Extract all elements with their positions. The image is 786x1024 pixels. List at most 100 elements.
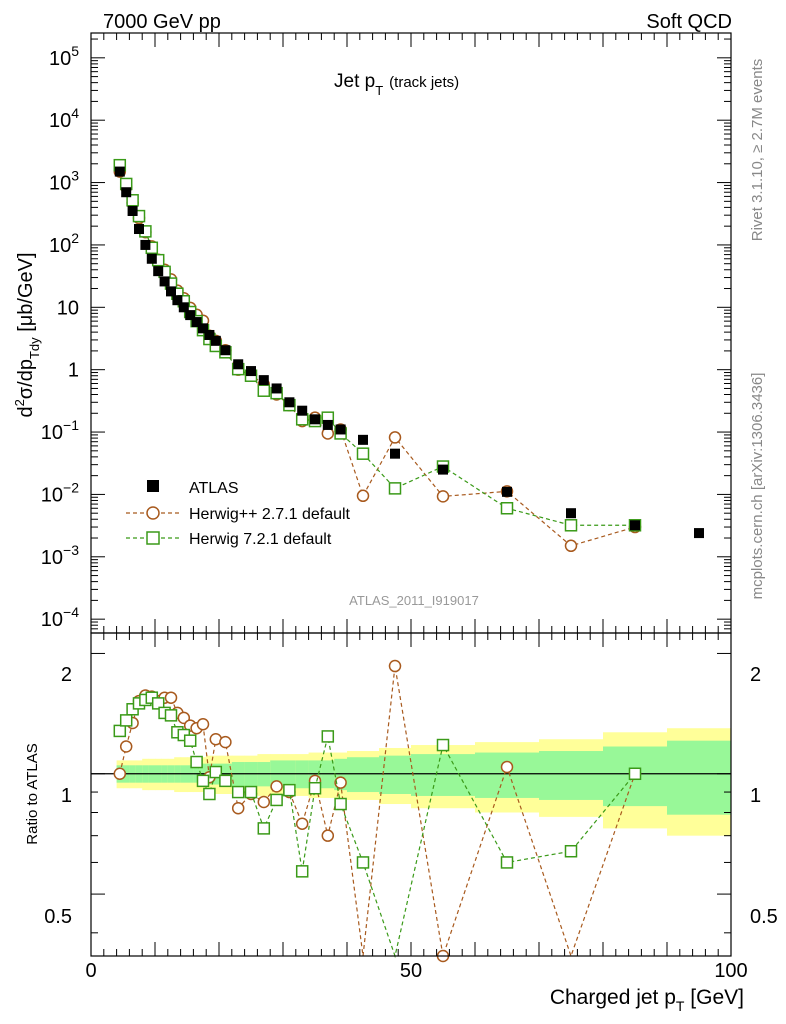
main-point-atlas xyxy=(502,486,512,497)
ratio-point-herwig7 xyxy=(183,734,197,747)
ratio-panel: 0.5 1 2 0.5 1 2 0 50 100 Ratio to ATLAS … xyxy=(24,632,778,1014)
analysis-watermark: ATLAS_2011_I919017 xyxy=(349,593,479,608)
ratio-band-inner xyxy=(539,751,604,800)
main-point-atlas xyxy=(233,359,244,370)
ratio-point-herwig7 xyxy=(209,765,223,779)
main-series xyxy=(113,158,704,553)
ratio-point-herwig7 xyxy=(321,730,335,743)
ratio-point-herwig7 xyxy=(190,755,203,769)
ratio-point-herwig7 xyxy=(203,787,216,801)
ratio-point-herwigpp xyxy=(321,829,335,842)
xtick-label-50: 50 xyxy=(400,960,422,982)
ratio-point-herwig7 xyxy=(564,844,578,858)
xtick-label-0: 0 xyxy=(85,960,96,982)
main-ytick-label: 1 xyxy=(68,360,79,382)
main-point-herwigpp xyxy=(564,539,578,553)
main-panel: 10−4 10−3 10−2 10−1 1 10 102 103 104 105 Jet pT (t… xyxy=(12,32,732,634)
main-point-atlas xyxy=(134,224,144,235)
ratio-point-herwigpp xyxy=(219,735,232,749)
ratio-point-herwigpp xyxy=(500,760,514,774)
ratio-point-herwig7 xyxy=(113,724,127,738)
ratio-point-herwig7 xyxy=(231,785,245,799)
main-point-herwig7 xyxy=(356,447,370,460)
main-ytick-label: 102 xyxy=(49,230,79,257)
main-title-sub: T xyxy=(375,83,383,98)
ratio-point-herwig7 xyxy=(295,865,309,878)
ratio-y-ticks xyxy=(91,652,731,934)
ylabel-part-d: Tdy xyxy=(27,337,42,359)
ratio-ytick-label-1-left: 1 xyxy=(61,785,72,807)
header-left: 7000 GeV pp xyxy=(103,11,221,33)
main-point-atlas xyxy=(358,434,368,445)
ratio-point-herwig7 xyxy=(244,785,258,799)
main-point-atlas xyxy=(246,366,256,377)
legend-atlas-label: ATLAS xyxy=(189,480,239,497)
ratio-series xyxy=(113,659,642,963)
main-point-atlas xyxy=(694,528,704,539)
main-title: Jet pT (track jets) xyxy=(334,71,459,98)
main-point-atlas xyxy=(258,375,269,386)
main-point-atlas xyxy=(204,329,215,340)
main-x-ticks xyxy=(90,33,732,633)
ratio-point-herwigpp xyxy=(334,776,347,789)
main-ytick-label: 10−2 xyxy=(41,479,79,506)
main-point-atlas xyxy=(146,253,157,264)
main-point-atlas xyxy=(127,206,138,217)
xlabel-part-b: T xyxy=(676,998,685,1014)
ratio-ytick-label-0.5-right: 0.5 xyxy=(750,906,778,928)
main-ytick-label: 10−3 xyxy=(41,542,79,569)
ratio-band-inner xyxy=(667,740,732,815)
main-point-atlas xyxy=(310,414,320,425)
ratio-point-herwig7 xyxy=(334,797,347,811)
main-point-atlas xyxy=(185,310,196,321)
ratio-point-herwig7 xyxy=(356,856,370,869)
ratio-point-herwig7 xyxy=(219,774,232,788)
rivet-label: Rivet 3.1.10, ≥ 2.7M events xyxy=(749,59,766,242)
ratio-point-herwig7 xyxy=(500,856,514,869)
main-point-atlas xyxy=(114,166,125,177)
ratio-band-inner xyxy=(347,757,380,793)
main-point-herwig7 xyxy=(564,519,578,532)
ratio-band-inner xyxy=(475,752,540,798)
main-point-atlas xyxy=(140,239,151,250)
main-point-atlas xyxy=(390,448,400,459)
xtick-label-100: 100 xyxy=(714,960,747,982)
main-y-ticks: 10−4 10−3 10−2 10−1 1 10 102 103 104 105 xyxy=(41,38,731,634)
xlabel-part-a: Charged jet p xyxy=(550,986,676,1009)
main-title-suffix: (track jets) xyxy=(389,74,459,91)
ratio-point-herwig7 xyxy=(283,783,296,797)
ratio-point-herwig7 xyxy=(628,767,642,781)
main-point-atlas xyxy=(297,405,308,416)
ratio-plot-frame xyxy=(90,632,732,957)
main-point-herwig7 xyxy=(500,502,514,515)
header-right: Soft QCD xyxy=(646,11,732,33)
ratio-point-herwigpp xyxy=(270,780,283,793)
x-axis-label: Charged jet pT [GeV] xyxy=(550,986,744,1014)
main-ytick-label: 105 xyxy=(49,43,79,70)
main-point-atlas xyxy=(198,323,208,334)
ratio-ytick-label-2-left: 2 xyxy=(61,664,72,686)
main-point-atlas xyxy=(630,520,640,531)
main-point-atlas xyxy=(191,317,202,328)
main-point-atlas xyxy=(335,424,346,435)
main-plot-frame xyxy=(90,32,732,634)
ratio-point-herwig7 xyxy=(119,714,133,727)
legend: ATLAS Herwig++ 2.7.1 default Herwig 7.2.… xyxy=(126,480,351,548)
ratio-ytick-label-1-right: 1 xyxy=(750,785,761,807)
mcplots-label: mcplots.cern.ch [arXiv:1306.3436] xyxy=(749,373,766,600)
main-ytick-label: 104 xyxy=(49,105,79,132)
main-point-atlas xyxy=(166,286,176,297)
main-point-herwig7 xyxy=(257,384,271,397)
ratio-point-herwigpp xyxy=(164,691,178,704)
ratio-point-herwig7 xyxy=(257,822,271,835)
legend-herwig7-label: Herwig 7.2.1 default xyxy=(189,531,332,548)
main-point-atlas xyxy=(271,383,282,394)
ratio-point-herwig7 xyxy=(436,738,450,752)
main-point-atlas xyxy=(566,508,576,519)
main-point-herwigpp xyxy=(436,490,450,503)
main-ytick-label: 10 xyxy=(57,297,79,319)
main-point-atlas xyxy=(172,295,183,306)
ylabel-part-c: σ/dp xyxy=(15,359,37,399)
main-ytick-label: 103 xyxy=(49,168,79,195)
main-ytick-label: 10−4 xyxy=(41,604,79,631)
